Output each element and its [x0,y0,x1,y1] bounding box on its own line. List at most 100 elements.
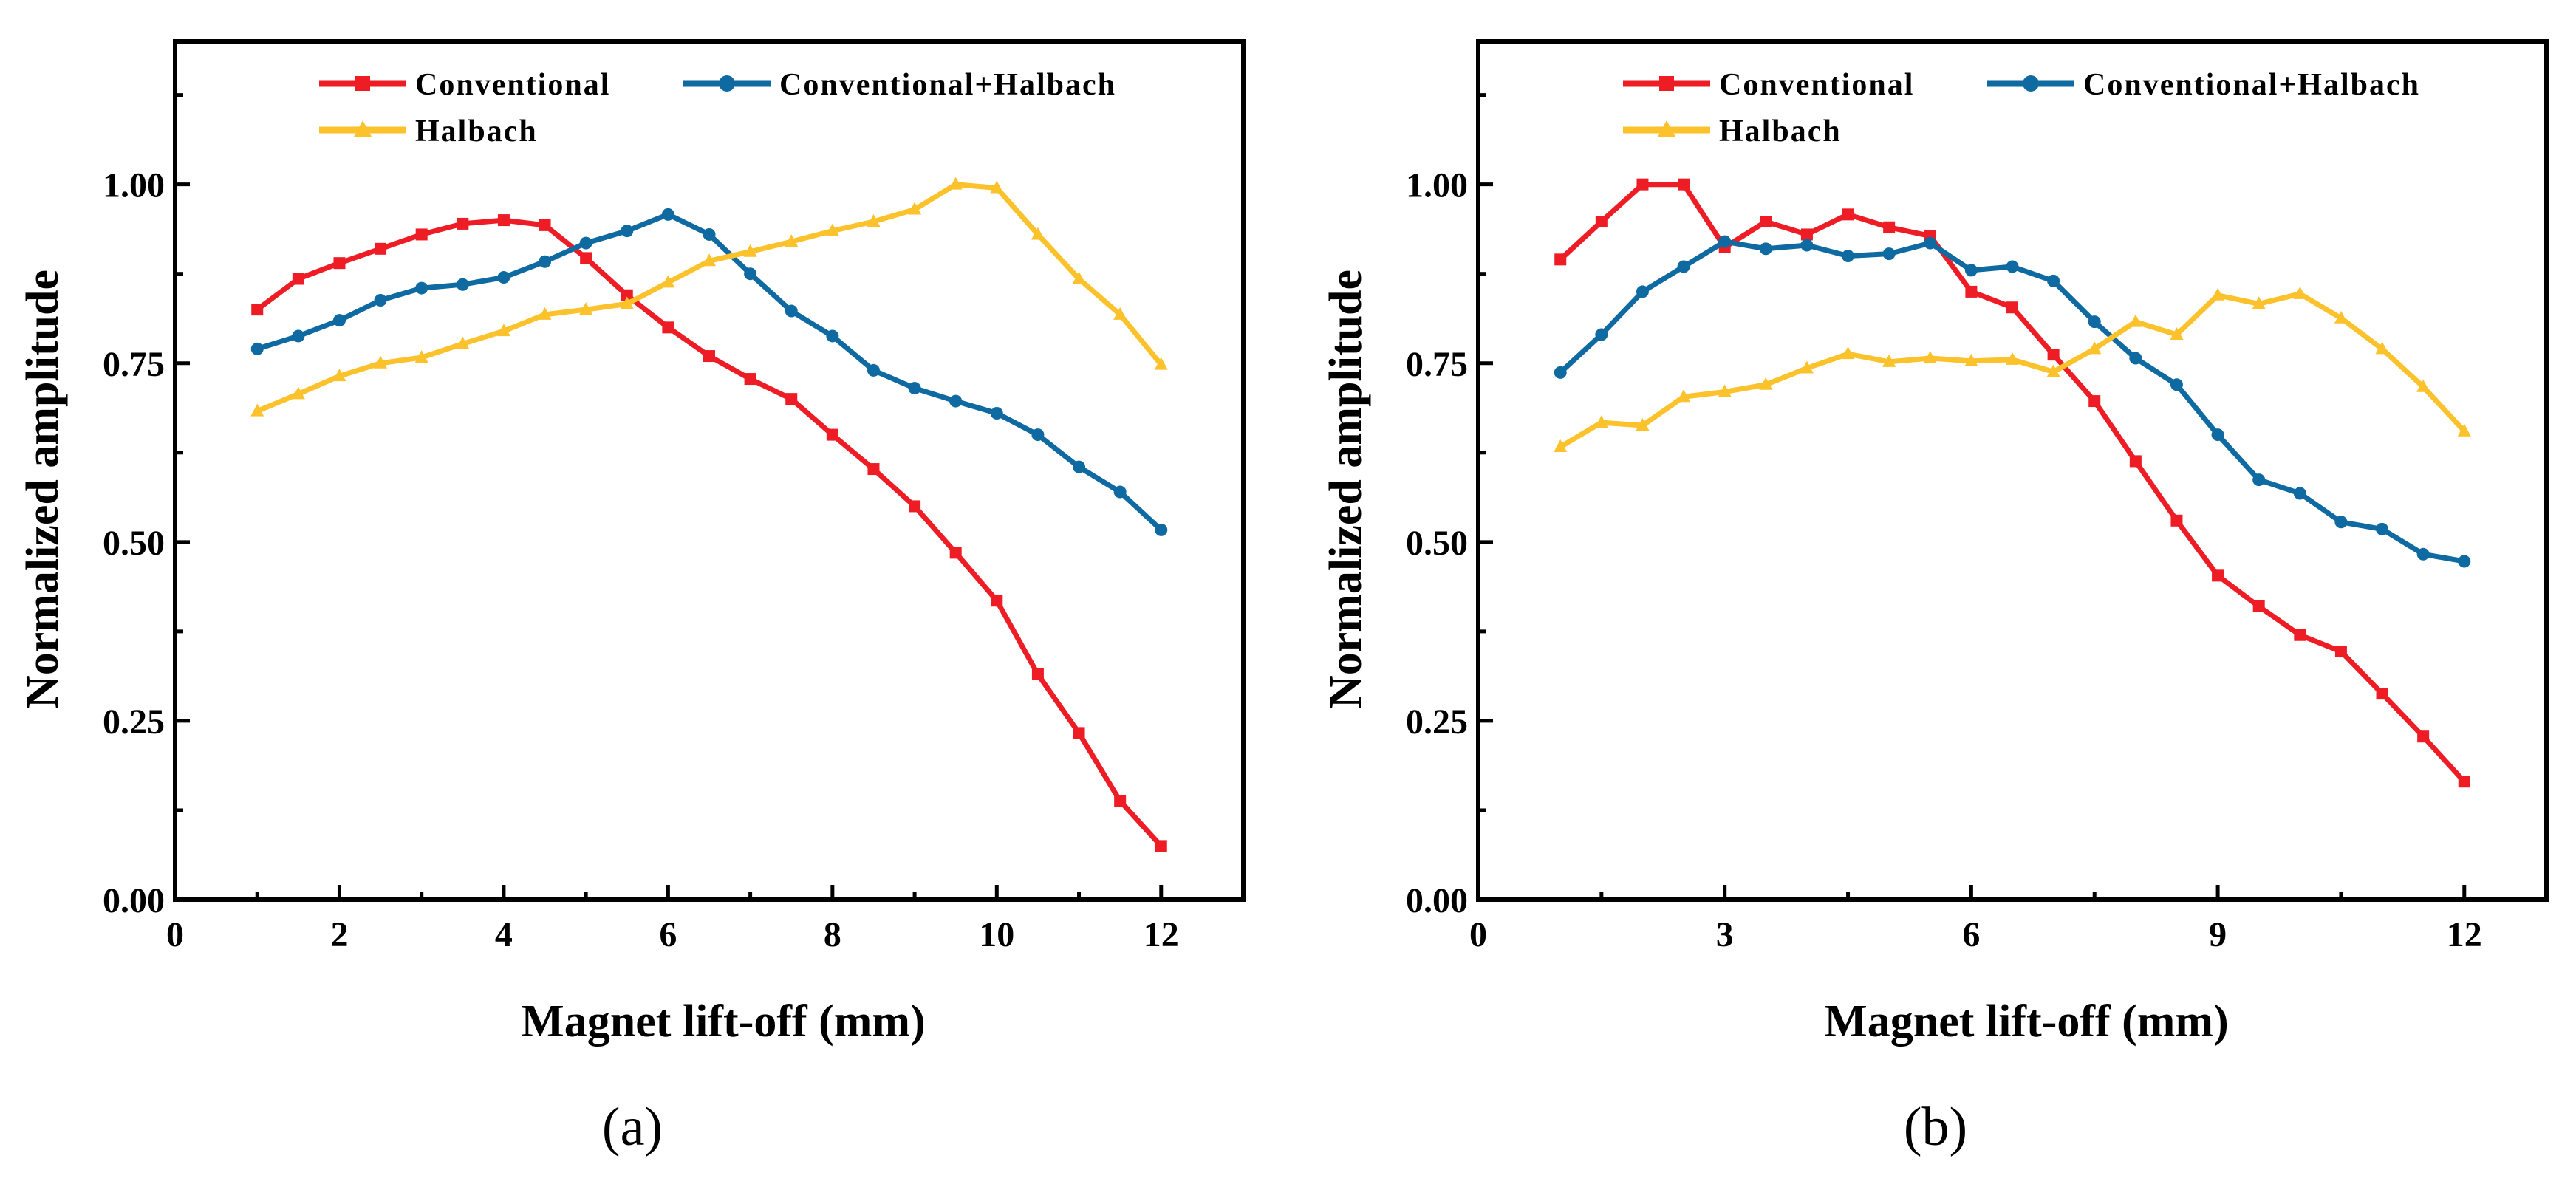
legend-marker-conventional-halbach [2023,75,2039,92]
data-point-conventional [2006,301,2018,314]
legend-label-halbach: Halbach [1719,114,1842,148]
legend-marker-halbach [1658,120,1675,137]
data-point-conventional-halbach [703,227,716,241]
data-point-conventional [539,219,551,231]
data-point-conventional [2458,776,2470,788]
data-point-conventional-halbach [1554,366,1567,379]
data-point-halbach [785,234,799,247]
data-point-halbach [291,386,305,400]
data-point-halbach [579,302,593,315]
data-point-halbach [908,202,922,215]
data-point-conventional-halbach [2252,473,2266,487]
series-line-conventional-halbach [1557,239,2467,564]
data-point-conventional-halbach [661,208,674,221]
data-point-conventional [457,217,469,230]
legend-label-conventional: Conventional [415,68,610,102]
data-point-halbach [2375,341,2389,355]
data-point-halbach [538,307,552,320]
data-point-halbach [1677,389,1691,403]
x-tick-label: 3 [1716,915,1734,954]
data-point-conventional [703,350,715,363]
data-point-conventional [1678,178,1690,191]
y-tick-label: 0.75 [1406,345,1468,384]
x-tick-label: 10 [979,915,1014,954]
data-point-conventional [1636,178,1649,191]
data-point-conventional [2376,688,2388,700]
data-point-conventional-halbach [826,329,839,343]
data-point-halbach [332,369,346,382]
data-point-halbach [374,355,388,369]
y-tick-label: 0.00 [103,881,165,920]
data-point-conventional-halbach [2006,260,2019,273]
x-tick-label: 12 [1144,915,1179,954]
data-point-conventional [1073,727,1085,739]
plot-frame [1476,39,2549,902]
data-point-halbach [250,403,264,417]
data-point-conventional [991,595,1003,607]
data-point-conventional-halbach [497,271,510,284]
data-point-halbach [867,214,881,227]
data-point-conventional-halbach [1882,247,1896,261]
data-point-conventional-halbach [785,304,798,318]
legend: Conventional Conventional+Halbach Halbac… [1623,68,2419,148]
data-point-conventional [2212,569,2224,582]
legend-marker-conventional [1659,76,1674,91]
data-point-halbach [2334,310,2348,324]
data-point-conventional [909,500,921,513]
data-point-conventional-halbach [1595,328,1608,341]
data-point-conventional [375,242,387,255]
x-axis-title: Magnet lift-off (mm) [521,996,925,1047]
data-point-conventional-halbach [744,267,757,281]
data-point-halbach [1154,357,1168,370]
data-point-halbach [1923,350,1937,363]
series-line-conventional [1557,182,2467,784]
data-point-conventional-halbach [1964,264,1978,277]
data-point-halbach [620,296,634,309]
data-point-halbach [2416,379,2430,392]
data-point-conventional [580,252,592,264]
data-point-conventional [2294,629,2306,641]
x-tick-label: 12 [2447,915,2482,954]
data-point-conventional-halbach [1924,236,1937,250]
data-point-halbach [1841,346,1855,360]
data-point-conventional-halbach [2416,547,2430,561]
data-point-halbach [990,180,1004,194]
data-point-conventional-halbach [1031,428,1045,442]
data-point-halbach [496,324,510,337]
x-tick-label: 8 [824,915,841,954]
data-point-halbach [2088,341,2102,355]
legend-marker-conventional-halbach [719,75,735,92]
data-point-conventional-halbach [990,407,1003,420]
data-point-conventional-halbach [415,281,428,295]
panel-caption: (b) [1904,1097,1967,1157]
data-point-conventional-halbach [2170,378,2183,391]
data-point-halbach [2006,352,2019,365]
data-point-conventional [662,321,674,334]
plot-frame [173,39,1246,902]
data-point-conventional [1155,840,1167,852]
x-tick-label: 9 [2209,915,2227,954]
panel-caption: (a) [602,1097,663,1157]
data-point-conventional-halbach [1842,250,1855,262]
data-point-conventional-halbach [539,255,552,268]
data-point-halbach [1594,415,1608,428]
data-point-conventional [251,304,264,316]
legend-label-conventional: Conventional [1719,68,1914,102]
x-axis-title: Magnet lift-off (mm) [1824,996,2228,1047]
data-point-conventional-halbach [1636,285,1649,298]
data-point-conventional-halbach [579,236,592,250]
data-point-conventional-halbach [2047,274,2060,287]
data-point-conventional-halbach [1677,260,1690,273]
series-line-conventional [254,217,1164,849]
data-point-conventional [1965,285,1978,298]
y-axis-title: Normalized amplitude [18,270,68,708]
data-point-halbach [414,350,428,363]
data-point-conventional-halbach [292,329,305,343]
data-point-conventional [1595,216,1608,228]
data-point-conventional [1554,253,1567,266]
data-point-conventional [1800,228,1813,241]
data-point-conventional-halbach [2088,315,2101,329]
data-point-halbach [2170,327,2184,341]
data-point-conventional [292,273,304,285]
